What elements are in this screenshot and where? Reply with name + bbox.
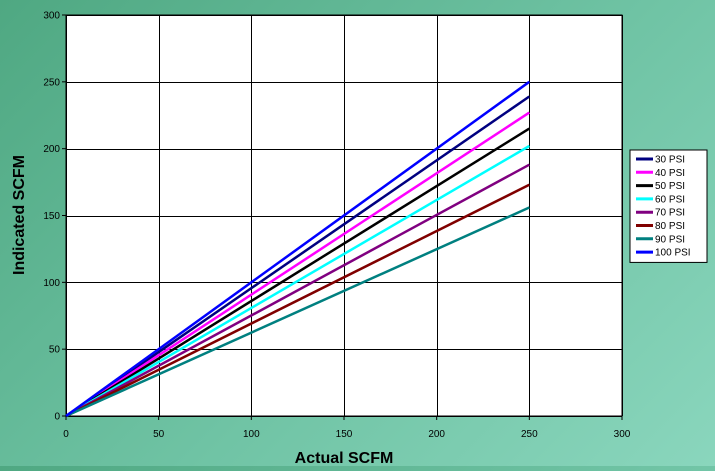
legend-label: 80 PSI	[655, 221, 685, 232]
x-tick-label: 150	[336, 429, 353, 440]
legend-label: 60 PSI	[655, 194, 685, 205]
y-tick-label: 200	[43, 144, 60, 155]
series-line-40-psi	[65, 111, 530, 418]
x-tick-label: 300	[614, 429, 631, 440]
y-tick-label: 100	[43, 278, 60, 289]
y-tick-label: 150	[43, 211, 60, 222]
series-line-50-psi	[65, 127, 530, 418]
legend-label: 90 PSI	[655, 234, 685, 245]
series-line-70-psi	[65, 163, 530, 418]
y-tick-label: 50	[49, 345, 61, 356]
x-tick-label: 50	[153, 429, 165, 440]
legend-label: 40 PSI	[655, 168, 685, 179]
legend-label: 30 PSI	[655, 155, 685, 166]
legend-label: 100 PSI	[655, 248, 691, 259]
series-line-100-psi	[65, 80, 531, 418]
legend-label: 50 PSI	[655, 181, 685, 192]
legend: 30 PSI 40 PSI 50 PSI 60 PSI 70 PSI 80 PSI 90 P…	[629, 149, 708, 263]
x-tick-label: 250	[521, 429, 538, 440]
series-line-60-psi	[65, 144, 530, 418]
y-axis-title: Indicated SCFM	[11, 155, 28, 275]
x-tick-label: 100	[243, 429, 260, 440]
x-tick-label: 200	[428, 429, 445, 440]
y-tick-label: 250	[43, 77, 60, 88]
x-axis-title: Actual SCFM	[295, 450, 394, 466]
y-tick-label: 300	[43, 11, 60, 22]
legend-label: 70 PSI	[655, 208, 685, 219]
y-tick-label: 0	[54, 412, 60, 423]
series-line-90-psi	[65, 206, 530, 418]
legend-box	[629, 149, 708, 263]
x-tick-label: 0	[63, 429, 69, 440]
series-line-30-psi	[65, 95, 531, 418]
series-line-80-psi	[65, 183, 530, 418]
